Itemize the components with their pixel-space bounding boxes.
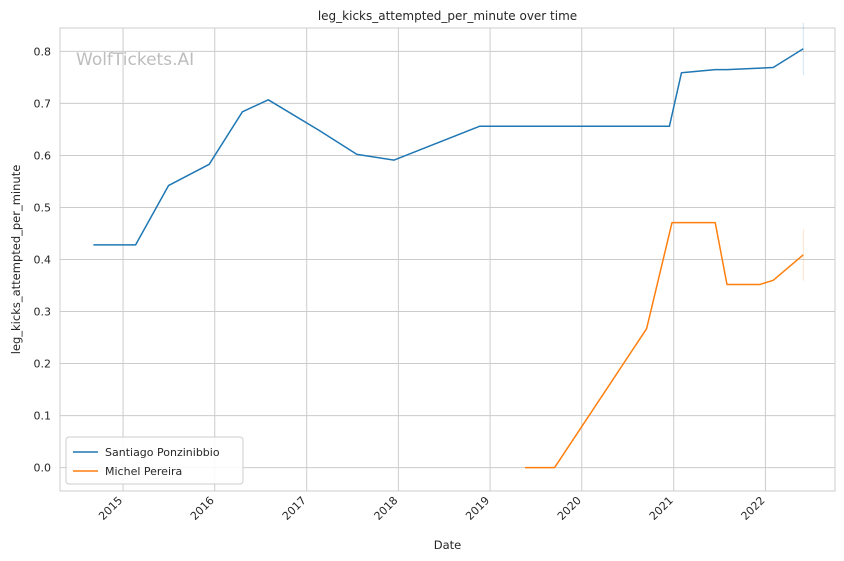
grid <box>60 28 835 491</box>
series-layer <box>93 22 804 469</box>
x-tick-label: 2020 <box>555 494 584 523</box>
legend: Santiago Ponzinibbio Michel Pereira <box>65 436 244 485</box>
y-axis-label: leg_kicks_attempted_per_minute <box>9 165 23 355</box>
legend-box <box>65 436 244 485</box>
x-axis-label: Date <box>434 538 462 552</box>
series-line-michel-pereira <box>525 221 804 469</box>
legend-entry-santiago-ponzinibbio: Santiago Ponzinibbio <box>105 446 220 459</box>
x-tick-label: 2018 <box>372 494 401 523</box>
y-tick-label: 0.2 <box>34 358 52 371</box>
watermark: WolfTickets.AI <box>76 50 194 70</box>
x-tick-label: 2016 <box>188 494 217 523</box>
x-tick-label: 2015 <box>96 494 125 523</box>
series-line-santiago-ponzinibbio <box>93 48 804 246</box>
y-tick-label: 0.6 <box>34 149 52 162</box>
plot-frame <box>59 27 836 492</box>
y-tick-label: 0.7 <box>34 97 52 110</box>
x-axis-ticks: 2015 2016 2017 2018 2019 2020 2021 2022 <box>96 494 767 523</box>
chart-title: leg_kicks_attempted_per_minute over time <box>318 9 577 23</box>
y-tick-label: 0.0 <box>34 462 52 475</box>
x-tick-label: 2017 <box>280 494 309 523</box>
y-tick-label: 0.4 <box>34 254 52 267</box>
x-tick-label: 2021 <box>647 494 676 523</box>
y-tick-label: 0.8 <box>34 45 52 58</box>
y-tick-label: 0.5 <box>34 201 52 214</box>
y-axis-ticks: 0.0 0.1 0.2 0.3 0.4 0.5 0.6 0.7 0.8 <box>34 45 52 474</box>
x-tick-label: 2019 <box>463 494 492 523</box>
y-tick-label: 0.1 <box>34 410 52 423</box>
legend-entry-michel-pereira: Michel Pereira <box>105 465 182 478</box>
x-tick-label: 2022 <box>739 494 768 523</box>
y-tick-label: 0.3 <box>34 306 52 319</box>
